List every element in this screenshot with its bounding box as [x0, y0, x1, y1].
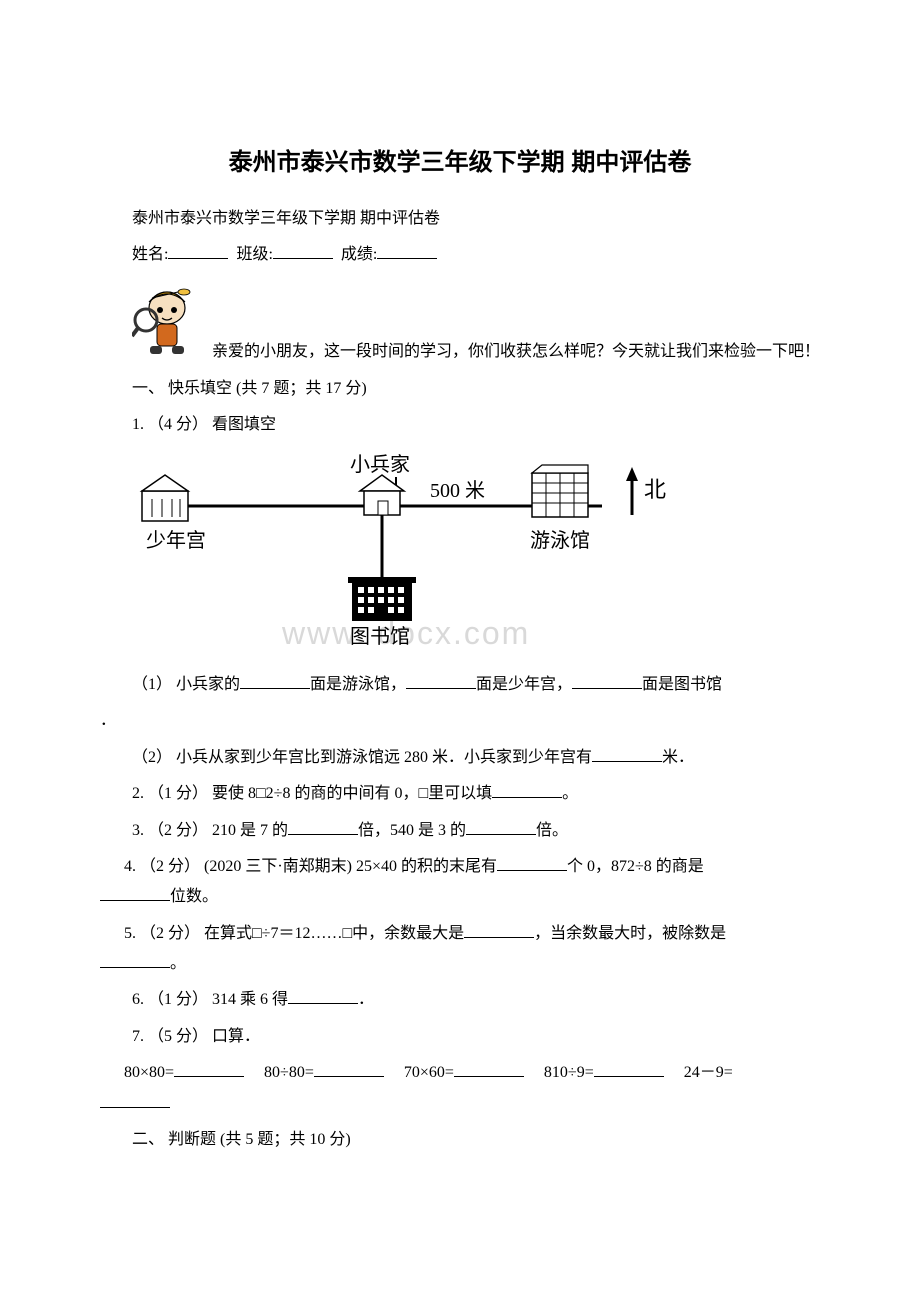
q1s1-c: 面是少年宫，	[476, 676, 572, 693]
q2-a: 2. （1 分） 要使 8□2÷8 的商的中间有 0，□里可以填	[132, 785, 492, 802]
blank	[100, 951, 170, 968]
q2: 2. （1 分） 要使 8□2÷8 的商的中间有 0，□里可以填 。	[100, 779, 820, 809]
q6-a: 6. （1 分） 314 乘 6 得	[132, 991, 288, 1008]
name-blank	[168, 242, 228, 259]
blank	[466, 818, 536, 835]
q3: 3. （2 分） 210 是 7 的 倍，540 是 3 的 倍。	[100, 816, 820, 846]
q3-a: 3. （2 分） 210 是 7 的	[132, 822, 288, 839]
blank	[594, 1060, 664, 1077]
score-label: 成绩:	[341, 246, 377, 263]
blank	[572, 672, 642, 689]
q3-b: 倍，540 是 3 的	[358, 822, 466, 839]
score-blank	[377, 242, 437, 259]
class-blank	[273, 242, 333, 259]
blank	[454, 1060, 524, 1077]
q1-sub1-end: ．	[100, 706, 820, 736]
name-label: 姓名:	[132, 246, 168, 263]
q4: 4. （2 分） (2020 三下·南郑期末) 25×40 的积的末尾有 个 0，…	[100, 852, 820, 913]
blank	[592, 745, 662, 762]
q1-sub1: （1） 小兵家的 面是游泳馆， 面是少年宫， 面是图书馆	[100, 670, 820, 700]
label-dist: 500 米	[430, 479, 485, 502]
q4-c: 位数。	[170, 888, 218, 905]
q7: 7. （5 分） 口算．	[100, 1022, 820, 1052]
label-library: 图书馆	[350, 625, 410, 648]
q5-b: ，当余数最大时，被除数是	[534, 925, 726, 942]
blank	[314, 1060, 384, 1077]
c3: 70×60=	[404, 1064, 454, 1081]
blank	[497, 854, 567, 871]
blank	[100, 884, 170, 901]
q1s2-b: 米．	[662, 749, 694, 766]
blank	[174, 1060, 244, 1077]
q5-c: 。	[170, 955, 186, 972]
blank	[288, 987, 358, 1004]
label-home: 小兵家	[350, 453, 410, 476]
c5: 24－9=	[684, 1064, 733, 1081]
q5: 5. （2 分） 在算式□÷7＝12……□中，余数最大是 ，当余数最大时，被除数是…	[100, 919, 820, 980]
label-north: 北	[644, 477, 666, 502]
section2-heading: 二、 判断题 (共 5 题；共 10 分)	[100, 1125, 820, 1155]
class-label: 班级:	[236, 246, 272, 263]
q1s1-d: 面是图书馆	[642, 676, 722, 693]
blank	[492, 781, 562, 798]
page-title: 泰州市泰兴市数学三年级下学期 期中评估卷	[100, 140, 820, 186]
q5-a: 5. （2 分） 在算式□÷7＝12……□中，余数最大是	[124, 925, 464, 942]
calc-row: 80×80= 80÷80= 70×60= 810÷9= 24－9=	[100, 1058, 820, 1119]
intro-text: 亲爱的小朋友，这一段时间的学习，你们收获怎么样呢？今天就让我们来检验一下吧！	[212, 343, 820, 360]
subtitle: 泰州市泰兴市数学三年级下学期 期中评估卷	[100, 204, 820, 234]
c4: 810÷9=	[544, 1064, 594, 1081]
blank	[464, 921, 534, 938]
section1-heading: 一、 快乐填空 (共 7 题；共 17 分)	[100, 374, 820, 404]
q6-b: ．	[358, 991, 374, 1008]
student-info-line: 姓名: 班级: 成绩:	[100, 240, 820, 270]
q1-sub2: （2） 小兵从家到少年宫比到游泳馆远 280 米．小兵家到少年宫有 米．	[100, 743, 820, 773]
c2: 80÷80=	[264, 1064, 314, 1081]
blank	[288, 818, 358, 835]
q1-stem: 1. （4 分） 看图填空	[100, 410, 820, 440]
blank	[406, 672, 476, 689]
exam-page: 泰州市泰兴市数学三年级下学期 期中评估卷 泰州市泰兴市数学三年级下学期 期中评估…	[0, 0, 920, 1221]
blank	[100, 1091, 170, 1108]
blank	[240, 672, 310, 689]
q1-diagram: www. docx.com 少年宫 小兵家	[132, 451, 820, 662]
q2-b: 。	[562, 785, 578, 802]
q4-a: 4. （2 分） (2020 三下·南郑期末) 25×40 的积的末尾有	[124, 858, 497, 875]
q6: 6. （1 分） 314 乘 6 得 ．	[100, 985, 820, 1015]
mascot-icon	[132, 280, 202, 367]
intro-block: 亲爱的小朋友，这一段时间的学习，你们收获怎么样呢？今天就让我们来检验一下吧！	[100, 280, 820, 367]
label-pool: 游泳馆	[530, 529, 590, 552]
q3-c: 倍。	[536, 822, 568, 839]
q4-b: 个 0，872÷8 的商是	[567, 858, 704, 875]
q1s1-a: （1） 小兵家的	[132, 676, 240, 693]
q1s1-b: 面是游泳馆，	[310, 676, 406, 693]
c1: 80×80=	[124, 1064, 174, 1081]
label-palace: 少年宫	[146, 529, 206, 552]
q1s2-a: （2） 小兵从家到少年宫比到游泳馆远 280 米．小兵家到少年宫有	[132, 749, 592, 766]
